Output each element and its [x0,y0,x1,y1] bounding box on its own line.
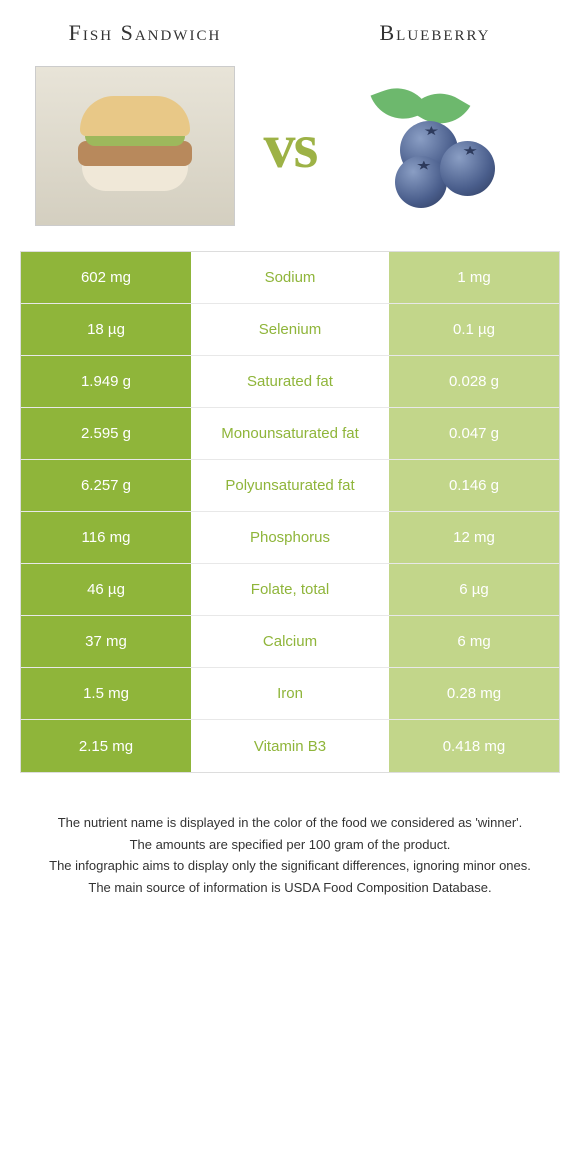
nutrient-label: Iron [191,668,389,719]
value-left: 116 mg [21,512,191,563]
nutrient-label: Calcium [191,616,389,667]
value-right: 0.1 µg [389,304,559,355]
table-row: 37 mgCalcium6 mg [21,616,559,668]
value-left: 2.595 g [21,408,191,459]
food-b-title: Blueberry [345,20,525,46]
footnote-line: The nutrient name is displayed in the co… [35,813,545,833]
value-right: 1 mg [389,252,559,303]
footnote-line: The amounts are specified per 100 gram o… [35,835,545,855]
value-right: 0.028 g [389,356,559,407]
nutrient-label: Sodium [191,252,389,303]
table-row: 46 µgFolate, total6 µg [21,564,559,616]
table-row: 6.257 gPolyunsaturated fat0.146 g [21,460,559,512]
footnotes: The nutrient name is displayed in the co… [15,813,565,897]
food-a-title: Fish Sandwich [55,20,235,46]
nutrient-label: Selenium [191,304,389,355]
value-right: 12 mg [389,512,559,563]
nutrient-label: Polyunsaturated fat [191,460,389,511]
table-row: 602 mgSodium1 mg [21,252,559,304]
value-right: 6 mg [389,616,559,667]
table-row: 2.15 mgVitamin B30.418 mg [21,720,559,772]
value-right: 0.047 g [389,408,559,459]
value-right: 0.146 g [389,460,559,511]
nutrient-label: Vitamin B3 [191,720,389,772]
footnote-line: The infographic aims to display only the… [35,856,545,876]
header: Fish Sandwich Blueberry [15,20,565,46]
nutrient-label: Saturated fat [191,356,389,407]
value-left: 602 mg [21,252,191,303]
table-row: 2.595 gMonounsaturated fat0.047 g [21,408,559,460]
value-left: 1.5 mg [21,668,191,719]
nutrient-table: 602 mgSodium1 mg18 µgSelenium0.1 µg1.949… [20,251,560,773]
nutrient-label: Monounsaturated fat [191,408,389,459]
food-a-image [35,66,235,226]
food-b-image [345,66,545,226]
table-row: 18 µgSelenium0.1 µg [21,304,559,356]
footnote-line: The main source of information is USDA F… [35,878,545,898]
value-left: 2.15 mg [21,720,191,772]
value-right: 0.28 mg [389,668,559,719]
table-row: 116 mgPhosphorus12 mg [21,512,559,564]
value-left: 1.949 g [21,356,191,407]
nutrient-label: Phosphorus [191,512,389,563]
value-left: 6.257 g [21,460,191,511]
vs-label: vs [264,109,317,183]
value-left: 46 µg [21,564,191,615]
table-row: 1.949 gSaturated fat0.028 g [21,356,559,408]
value-left: 18 µg [21,304,191,355]
images-row: vs [15,66,565,226]
value-left: 37 mg [21,616,191,667]
nutrient-label: Folate, total [191,564,389,615]
table-row: 1.5 mgIron0.28 mg [21,668,559,720]
value-right: 0.418 mg [389,720,559,772]
value-right: 6 µg [389,564,559,615]
